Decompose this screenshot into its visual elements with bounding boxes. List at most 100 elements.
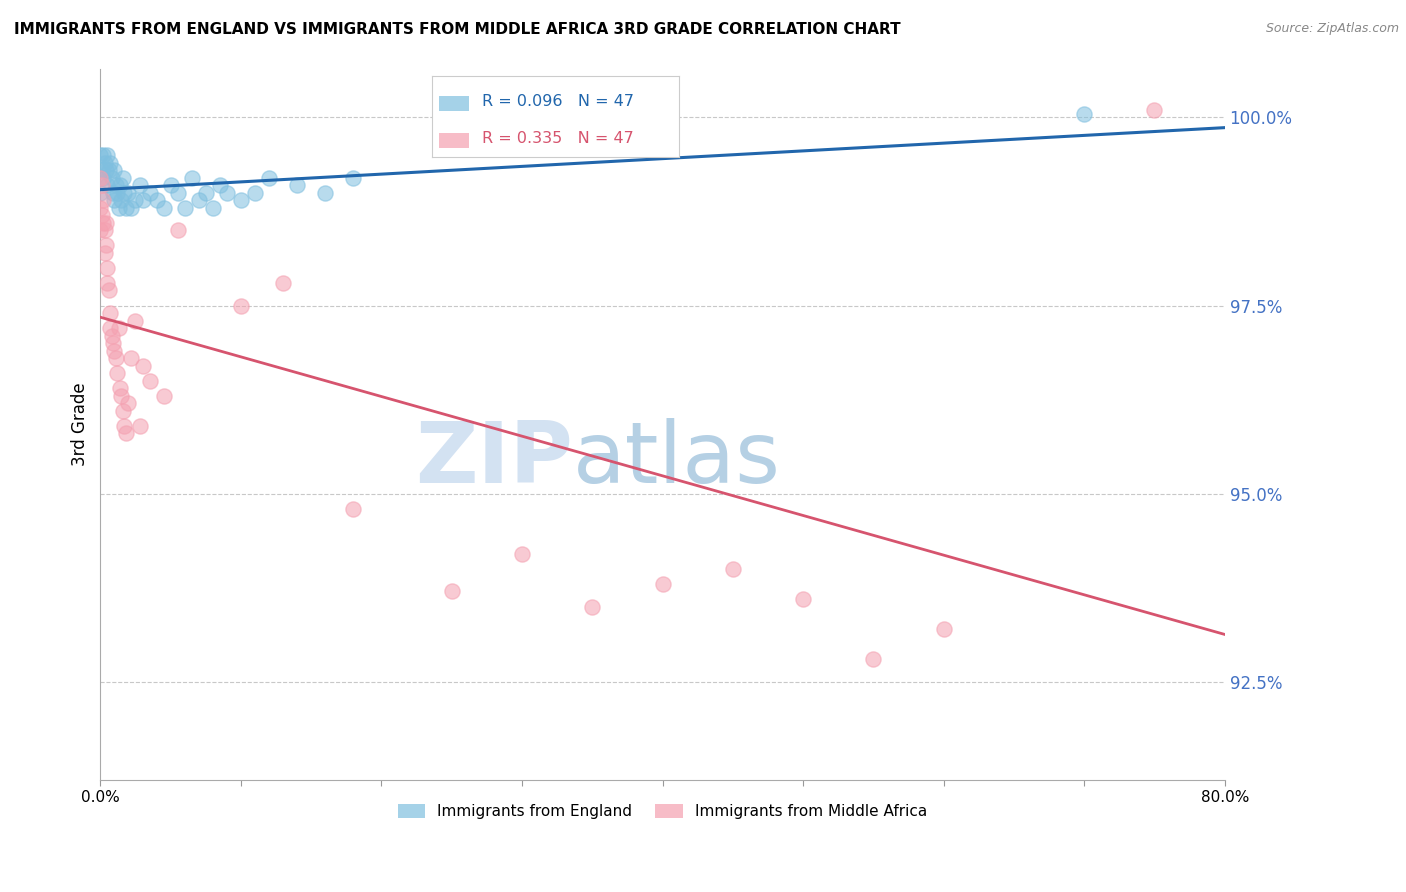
- Point: [194, 186, 217, 200]
- Point: [94, 216, 117, 230]
- Point: [94, 238, 117, 252]
- Y-axis label: 3rd Grade: 3rd Grade: [72, 383, 89, 466]
- Point: [243, 186, 266, 200]
- Point: [91, 170, 114, 185]
- Point: [114, 201, 136, 215]
- Point: [440, 584, 463, 599]
- Point: [166, 223, 188, 237]
- Point: [342, 501, 364, 516]
- Point: [110, 389, 132, 403]
- Point: [100, 170, 122, 185]
- Point: [229, 193, 252, 207]
- Point: [104, 351, 127, 366]
- Point: [91, 193, 114, 207]
- Point: [111, 170, 134, 185]
- Point: [90, 178, 112, 193]
- Point: [128, 178, 150, 193]
- Point: [215, 186, 238, 200]
- Point: [342, 170, 364, 185]
- Point: [112, 419, 135, 434]
- Point: [152, 389, 174, 403]
- Point: [93, 155, 115, 169]
- Point: [792, 592, 814, 607]
- Point: [271, 276, 294, 290]
- Point: [90, 208, 112, 222]
- Point: [90, 163, 112, 178]
- Point: [100, 328, 122, 343]
- Point: [166, 186, 188, 200]
- Point: [1073, 106, 1095, 120]
- Point: [98, 321, 121, 335]
- Point: [89, 223, 111, 237]
- Point: [96, 178, 118, 193]
- Point: [208, 178, 231, 193]
- Point: [1143, 103, 1166, 117]
- Point: [93, 223, 115, 237]
- Point: [862, 652, 884, 666]
- Point: [93, 245, 115, 260]
- Point: [114, 426, 136, 441]
- Point: [103, 343, 125, 358]
- Text: Source: ZipAtlas.com: Source: ZipAtlas.com: [1265, 22, 1399, 36]
- Point: [98, 306, 121, 320]
- Point: [107, 201, 129, 215]
- Point: [94, 163, 117, 178]
- Point: [187, 193, 209, 207]
- Point: [89, 201, 111, 215]
- Text: ZIP: ZIP: [415, 418, 572, 501]
- Point: [117, 396, 139, 410]
- Point: [159, 178, 181, 193]
- Point: [120, 351, 142, 366]
- Legend: Immigrants from England, Immigrants from Middle Africa: Immigrants from England, Immigrants from…: [392, 798, 934, 825]
- Point: [124, 193, 146, 207]
- Point: [96, 148, 118, 162]
- Point: [101, 336, 124, 351]
- Text: atlas: atlas: [572, 418, 780, 501]
- Point: [581, 599, 603, 614]
- Point: [173, 201, 195, 215]
- Point: [97, 163, 120, 178]
- Point: [128, 419, 150, 434]
- Point: [111, 404, 134, 418]
- Point: [285, 178, 308, 193]
- Point: [229, 299, 252, 313]
- Point: [131, 359, 153, 373]
- Point: [104, 178, 127, 193]
- Point: [91, 216, 114, 230]
- Point: [152, 201, 174, 215]
- Point: [105, 186, 128, 200]
- Point: [145, 193, 167, 207]
- Point: [138, 186, 160, 200]
- Point: [107, 321, 129, 335]
- Point: [105, 366, 128, 380]
- Text: IMMIGRANTS FROM ENGLAND VS IMMIGRANTS FROM MIDDLE AFRICA 3RD GRADE CORRELATION C: IMMIGRANTS FROM ENGLAND VS IMMIGRANTS FR…: [14, 22, 901, 37]
- Point: [124, 313, 146, 327]
- Point: [103, 193, 125, 207]
- Point: [97, 284, 120, 298]
- Point: [120, 201, 142, 215]
- Point: [112, 186, 135, 200]
- Point: [651, 577, 673, 591]
- Point: [180, 170, 202, 185]
- Point: [103, 163, 125, 178]
- Point: [89, 170, 111, 185]
- Point: [89, 186, 111, 200]
- Point: [101, 186, 124, 200]
- Point: [108, 381, 131, 395]
- Point: [96, 276, 118, 290]
- Point: [257, 170, 280, 185]
- Point: [932, 622, 955, 636]
- Point: [510, 547, 533, 561]
- Point: [314, 186, 336, 200]
- Point: [89, 148, 111, 162]
- Point: [117, 186, 139, 200]
- Point: [201, 201, 224, 215]
- Point: [138, 374, 160, 388]
- Point: [110, 193, 132, 207]
- Point: [721, 562, 744, 576]
- Point: [98, 155, 121, 169]
- Point: [96, 260, 118, 275]
- Point: [91, 148, 114, 162]
- Point: [108, 178, 131, 193]
- Point: [131, 193, 153, 207]
